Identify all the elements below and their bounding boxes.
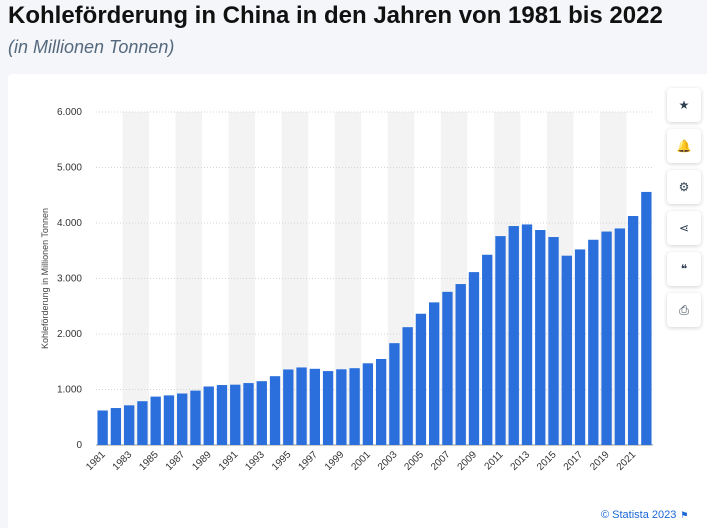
background-band — [175, 112, 203, 445]
flag-icon[interactable]: ⚑ — [680, 510, 689, 520]
x-tick-label: 2017 — [562, 449, 586, 473]
star-icon: ★ — [678, 98, 690, 112]
share-button[interactable]: ⋖ — [667, 211, 701, 245]
bar-1984 — [137, 401, 148, 445]
print-button[interactable]: ⎙ — [667, 293, 701, 327]
x-tick-label: 1987 — [164, 449, 188, 473]
bar-1993 — [256, 381, 267, 445]
bar-2004 — [402, 327, 413, 445]
bar-2013 — [521, 224, 533, 445]
share-icon: ⋖ — [678, 221, 690, 235]
bar-2007 — [442, 291, 453, 445]
chart-card: 0 1.000 2.000 3.000 4.000 5.000 6.000 1981 1983 1… — [8, 74, 707, 528]
y-tick-label: 2.000 — [57, 329, 82, 340]
bar-1998 — [322, 371, 334, 445]
bar-2016 — [561, 255, 572, 445]
x-tick-label: 2001 — [349, 449, 373, 473]
settings-button[interactable]: ⚙ — [667, 170, 701, 204]
x-tick-label: 1985 — [137, 449, 161, 473]
notification-button[interactable]: 🔔 — [667, 129, 701, 163]
bar-2009 — [468, 272, 480, 445]
quote-icon: ❝ — [680, 262, 688, 276]
bar-1997 — [309, 368, 320, 445]
bar-1992 — [243, 383, 254, 445]
y-tick-label: 5.000 — [57, 163, 82, 174]
bar-2006 — [429, 302, 440, 445]
y-axis-title: Kohleförderung in Millionen Tonnen — [40, 208, 50, 349]
y-tick-label: 0 — [76, 440, 82, 451]
bar-2018 — [588, 239, 599, 445]
bar-2002 — [375, 358, 387, 445]
x-tick-label: 1997 — [296, 449, 320, 473]
page-title: Kohleförderung in China in den Jahren vo… — [8, 2, 663, 29]
x-tick-label: 2013 — [509, 449, 533, 473]
x-tick-label: 2005 — [403, 449, 427, 473]
bar-1990 — [216, 385, 228, 445]
bar-2015 — [548, 237, 559, 445]
gear-icon: ⚙ — [678, 180, 690, 194]
bar-1987 — [177, 393, 188, 445]
bar-1989 — [203, 386, 214, 445]
x-tick-label: 1999 — [323, 449, 347, 473]
copyright-text[interactable]: © Statista 2023 — [601, 509, 677, 521]
x-tick-label: 2003 — [376, 449, 400, 473]
bar-1982 — [110, 408, 122, 445]
x-tick-label: 2009 — [456, 449, 480, 473]
x-tick-label: 2019 — [588, 449, 612, 473]
bar-1988 — [190, 390, 201, 445]
cite-button[interactable]: ❝ — [667, 252, 701, 286]
bar-1995 — [283, 369, 294, 445]
bar-2005 — [415, 313, 427, 445]
bar-2020 — [614, 228, 626, 445]
bar-2017 — [574, 249, 586, 445]
bar-1994 — [269, 376, 281, 445]
x-tick-label: 2015 — [535, 449, 559, 473]
page-subtitle: (in Millionen Tonnen) — [8, 37, 175, 57]
y-tick-label: 6.000 — [57, 107, 82, 118]
y-tick-label: 1.000 — [57, 385, 82, 396]
bar-1983 — [123, 405, 135, 445]
x-tick-label: 2011 — [483, 449, 506, 472]
bar-2012 — [508, 226, 519, 445]
x-tick-label: 2007 — [429, 449, 453, 473]
bar-2000 — [349, 368, 360, 445]
bar-2022 — [641, 191, 652, 445]
bar-1996 — [296, 367, 307, 445]
x-tick-label: 1983 — [111, 449, 135, 473]
bar-1991 — [230, 384, 241, 445]
x-tick-label: 2021 — [615, 449, 639, 473]
bar-2019 — [601, 231, 612, 445]
printer-icon: ⎙ — [679, 302, 689, 317]
x-tick-label: 1989 — [190, 449, 214, 473]
bar-2001 — [362, 363, 374, 445]
bar-2008 — [455, 284, 466, 445]
bar-2003 — [389, 343, 400, 445]
y-tick-label: 4.000 — [57, 218, 82, 229]
favorite-button[interactable]: ★ — [667, 88, 701, 122]
x-tick-label: 1995 — [270, 449, 294, 473]
bar-2011 — [495, 236, 506, 445]
bell-icon: 🔔 — [676, 139, 692, 153]
bar-2014 — [535, 229, 546, 445]
x-tick-label: 1993 — [243, 449, 267, 473]
x-tick-label: 1981 — [84, 449, 108, 473]
copyright-link[interactable]: © Statista 2023 ⚑ — [601, 509, 688, 521]
bar-2021 — [627, 216, 639, 445]
x-tick-label: 1991 — [217, 449, 241, 473]
bar-2010 — [482, 254, 493, 445]
bar-1981 — [97, 410, 108, 445]
bar-1999 — [336, 369, 347, 445]
y-tick-label: 3.000 — [57, 274, 82, 285]
bar-1986 — [163, 395, 175, 445]
bar-1985 — [150, 396, 161, 445]
